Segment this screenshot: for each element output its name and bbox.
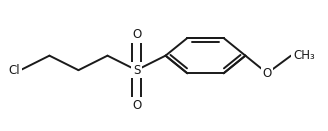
Text: O: O <box>132 28 141 41</box>
Text: Cl: Cl <box>9 64 20 77</box>
Text: CH₃: CH₃ <box>293 49 315 62</box>
Text: O: O <box>132 99 141 112</box>
Text: S: S <box>133 64 140 77</box>
Text: O: O <box>262 67 272 80</box>
